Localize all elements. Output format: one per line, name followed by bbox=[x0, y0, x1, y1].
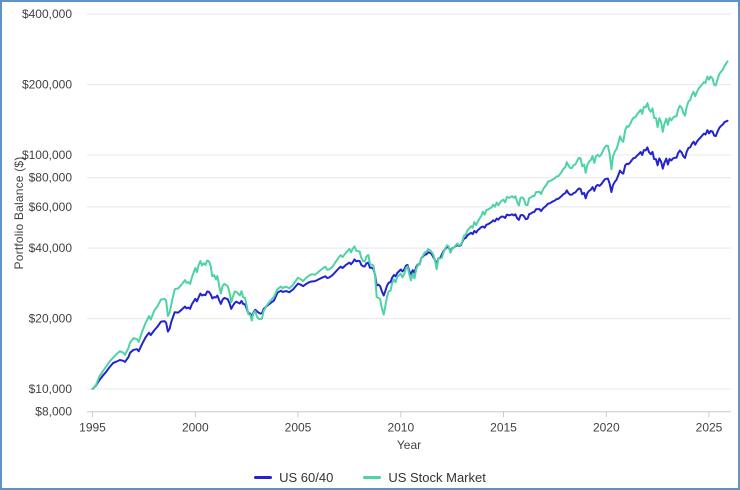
legend-item-us-60-40[interactable]: US 60/40 bbox=[254, 470, 333, 485]
series-line-us-60-40[interactable] bbox=[91, 119, 729, 390]
y-tick-label-200000: $200,000 bbox=[22, 78, 72, 92]
x-tick-label-2005: 2005 bbox=[285, 421, 312, 435]
y-tick-label-8000: $8,000 bbox=[35, 405, 72, 419]
x-tick-label-2010: 2010 bbox=[387, 421, 414, 435]
y-tick-label-80000: $80,000 bbox=[29, 171, 73, 185]
x-tick-label-2020: 2020 bbox=[593, 421, 620, 435]
legend: US 60/40 US Stock Market bbox=[2, 470, 738, 485]
y-tick-label-400000: $400,000 bbox=[22, 7, 72, 21]
x-tick-label-2025: 2025 bbox=[696, 421, 723, 435]
legend-swatch-us-stock-market-icon bbox=[363, 476, 382, 479]
y-tick-label-60000: $60,000 bbox=[29, 200, 73, 214]
y-tick-label-10000: $10,000 bbox=[29, 382, 73, 396]
x-tick-label-2015: 2015 bbox=[490, 421, 517, 435]
legend-label-us-60-40: US 60/40 bbox=[279, 470, 334, 485]
y-tick-label-40000: $40,000 bbox=[29, 241, 73, 255]
y-tick-label-20000: $20,000 bbox=[29, 312, 73, 326]
legend-item-us-stock-market[interactable]: US Stock Market bbox=[363, 470, 486, 485]
series-line-us-stock-market[interactable] bbox=[91, 60, 729, 390]
x-tick-label-1995: 1995 bbox=[79, 421, 106, 435]
x-tick-label-2000: 2000 bbox=[182, 421, 209, 435]
y-axis-title: Portfolio Balance ($) bbox=[12, 156, 26, 270]
x-axis-title: Year bbox=[396, 438, 422, 452]
legend-swatch-us-60-40-icon bbox=[254, 476, 273, 479]
y-tick-label-100000: $100,000 bbox=[22, 148, 72, 162]
legend-label-us-stock-market: US Stock Market bbox=[388, 470, 486, 485]
